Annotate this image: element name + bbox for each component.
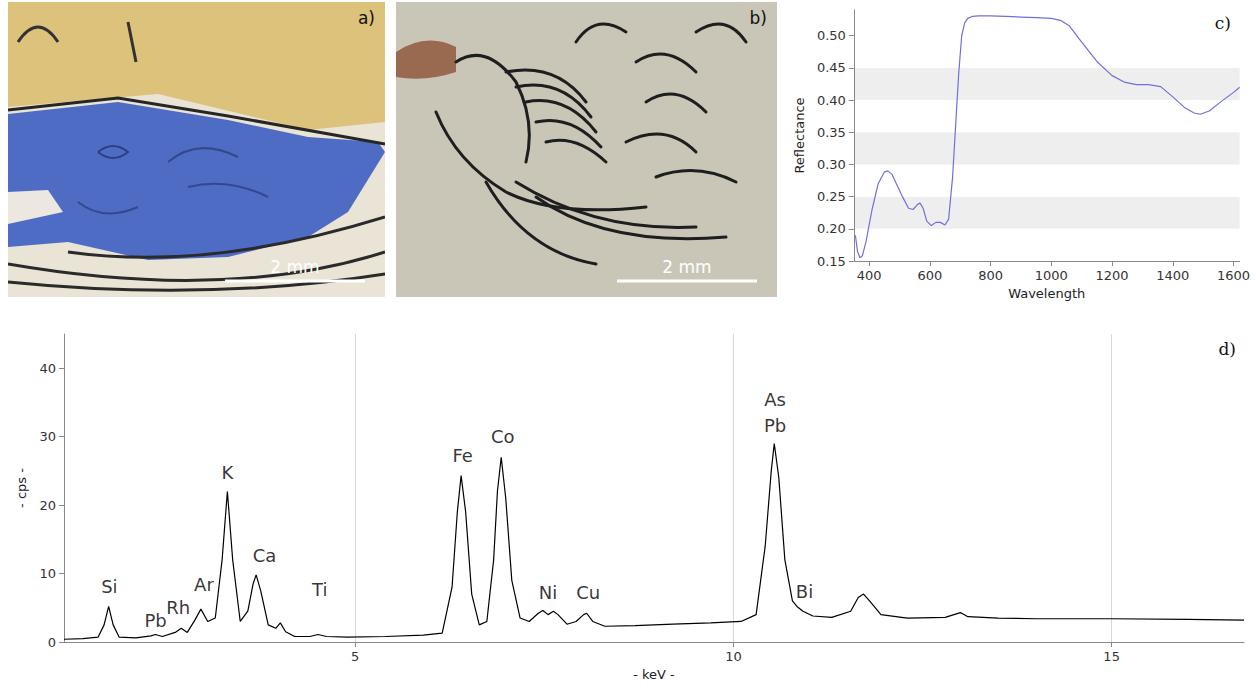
svg-text:1000: 1000 xyxy=(1035,268,1068,283)
svg-text:Rh: Rh xyxy=(166,597,190,618)
svg-text:0.45: 0.45 xyxy=(817,60,846,75)
svg-text:- cps -: - cps - xyxy=(14,468,29,508)
svg-text:15: 15 xyxy=(1103,649,1120,664)
svg-text:10: 10 xyxy=(725,649,742,664)
svg-text:b): b) xyxy=(750,8,767,28)
svg-text:a): a) xyxy=(358,8,375,28)
svg-text:Si: Si xyxy=(101,576,117,597)
svg-text:2 mm: 2 mm xyxy=(662,257,711,277)
svg-text:1200: 1200 xyxy=(1096,268,1129,283)
svg-text:5: 5 xyxy=(351,649,359,664)
svg-text:0.30: 0.30 xyxy=(817,157,846,172)
svg-text:K: K xyxy=(221,462,234,483)
svg-text:0.50: 0.50 xyxy=(817,28,846,43)
svg-text:1400: 1400 xyxy=(1156,268,1189,283)
svg-text:Pb: Pb xyxy=(144,610,166,631)
svg-text:Wavelength: Wavelength xyxy=(1008,286,1085,301)
svg-text:10: 10 xyxy=(39,566,56,581)
svg-text:30: 30 xyxy=(39,429,56,444)
svg-text:Fe: Fe xyxy=(452,445,472,466)
svg-text:20: 20 xyxy=(39,498,56,513)
svg-text:c): c) xyxy=(1215,13,1231,33)
svg-text:0.20: 0.20 xyxy=(817,221,846,236)
svg-text:2 mm: 2 mm xyxy=(270,257,319,277)
svg-text:800: 800 xyxy=(978,268,1003,283)
svg-text:Cu: Cu xyxy=(576,582,600,603)
svg-text:0.40: 0.40 xyxy=(817,93,846,108)
svg-text:0.25: 0.25 xyxy=(817,189,846,204)
svg-text:Pb: Pb xyxy=(764,415,786,436)
svg-text:Reflectance: Reflectance xyxy=(792,97,807,173)
svg-text:Ni: Ni xyxy=(539,582,557,603)
svg-text:- keV -: - keV - xyxy=(633,667,675,682)
svg-text:d): d) xyxy=(1218,339,1236,359)
svg-text:Ar: Ar xyxy=(194,574,214,595)
svg-text:1600: 1600 xyxy=(1217,268,1250,283)
svg-text:400: 400 xyxy=(857,268,882,283)
svg-text:40: 40 xyxy=(39,361,56,376)
svg-text:0.15: 0.15 xyxy=(817,254,846,269)
svg-text:Bi: Bi xyxy=(796,581,813,602)
svg-text:0.35: 0.35 xyxy=(817,125,846,140)
svg-text:Ca: Ca xyxy=(253,545,277,566)
svg-text:Co: Co xyxy=(491,426,515,447)
svg-text:0: 0 xyxy=(48,635,56,650)
svg-text:As: As xyxy=(764,389,786,410)
svg-text:Ti: Ti xyxy=(311,579,327,600)
svg-text:600: 600 xyxy=(917,268,942,283)
